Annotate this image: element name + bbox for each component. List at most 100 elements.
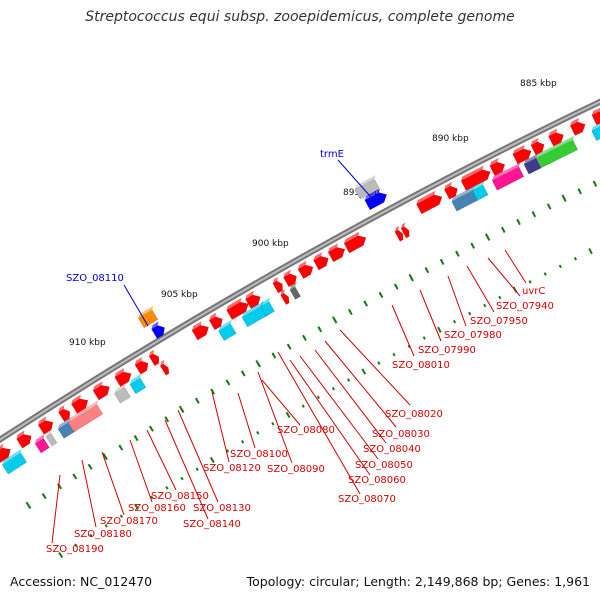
gene-arrow-top: [192, 321, 202, 331]
gene-feature: [148, 349, 160, 367]
tick-mark-inner: [593, 181, 598, 187]
genome-summary-text: Topology: circular; Length: 2,149,868 bp…: [246, 574, 590, 589]
gene-label-SZO_08050: SZO_08050: [355, 460, 413, 471]
gene-arrow: [512, 148, 532, 165]
leader-line: [487, 257, 521, 297]
tick-mark-inner: [501, 227, 506, 233]
leader-line: [324, 340, 397, 428]
gene-arrow-top: [0, 443, 4, 454]
leader-line: [277, 351, 361, 495]
gene-arrow-top: [570, 117, 580, 126]
leader-line: [466, 265, 495, 313]
gene-arrow-top: [38, 416, 47, 426]
gene-feature: [92, 381, 110, 401]
tick-mark: [58, 552, 64, 559]
gene-arrow-top: [151, 321, 159, 330]
tick-mark-inner: [210, 389, 216, 395]
leader-line: [177, 409, 219, 503]
tick-mark-inner: [333, 318, 338, 324]
leader-line: [81, 459, 97, 528]
tick-mark-inner: [149, 426, 154, 432]
tick-mark-inner: [195, 398, 200, 404]
gene-arrow-top: [93, 381, 103, 391]
gene-box-top: [451, 186, 475, 202]
gene-box-top: [114, 383, 126, 394]
tick-mark: [468, 311, 472, 316]
tick-mark-inner: [440, 259, 445, 266]
gene-arrow: [400, 226, 410, 239]
leader-line: [339, 329, 411, 406]
gene-arrow: [313, 256, 329, 271]
gene-box: [138, 309, 159, 329]
gene-arrow: [489, 161, 506, 177]
leader-line: [51, 474, 61, 544]
tick-mark: [558, 264, 562, 269]
gene-feature: [37, 416, 54, 435]
leader-line: [237, 392, 256, 449]
gene-feature: [129, 373, 147, 395]
gene-arrow-top: [298, 260, 307, 270]
tick-mark: [119, 514, 124, 519]
tick-mark: [483, 303, 487, 308]
gene-feature: [548, 128, 564, 147]
leader-line: [314, 349, 387, 444]
gene-arrow-top: [160, 359, 165, 366]
tick-mark: [347, 378, 351, 382]
tick-mark: [89, 533, 93, 538]
gene-feature: [591, 114, 600, 142]
gene-feature: [460, 165, 491, 191]
gene-arrow-top: [226, 298, 242, 311]
tick-mark-inner: [302, 335, 307, 342]
gene-label-SZO_08100: SZO_08100: [230, 449, 288, 460]
gene-box-top: [35, 434, 45, 444]
gene-box-top: [129, 373, 142, 385]
gene-label-SZO_07980: SZO_07980: [444, 330, 502, 341]
tick-dots: [25, 180, 598, 559]
gene-feature: [394, 225, 404, 242]
gene-feature: [289, 282, 301, 300]
gene-feature: [159, 359, 170, 376]
gene-box: [536, 139, 579, 168]
tick-mark: [104, 524, 108, 528]
gene-box-top: [260, 297, 271, 307]
gene-label-SZO_08140: SZO_08140: [183, 519, 241, 530]
gene-box-top: [492, 162, 521, 181]
tick-mark-inner: [394, 284, 399, 290]
gene-label-SZO_08040: SZO_08040: [363, 444, 421, 455]
gene-arrow-top: [245, 290, 254, 300]
map-title: Streptococcus equi subsp. zooepidemicus,…: [85, 9, 515, 25]
gene-arrow-top: [58, 404, 65, 413]
gene-feature: [67, 400, 104, 433]
gene-label-SZO_08110: SZO_08110: [66, 273, 124, 284]
gene-arrow-top: [364, 188, 381, 201]
gene-feature: [208, 312, 223, 331]
tick-mark: [301, 404, 305, 408]
blue-labels: trmE SZO_08110: [66, 149, 344, 284]
red-labels: uvrC SZO_07940 SZO_07950 SZO_07980 SZO_0…: [46, 286, 554, 555]
leader-line: [257, 371, 293, 464]
tick-mark: [528, 280, 532, 284]
tick-mark-inner: [348, 309, 353, 316]
gene-arrow-top: [591, 107, 600, 116]
label-leader-lines: [51, 159, 527, 544]
tick-mark-inner: [379, 292, 384, 299]
gene-feature: [400, 222, 410, 239]
gene-label-SZO_08170: SZO_08170: [100, 516, 158, 527]
leader-line: [419, 289, 442, 342]
tick-mark: [134, 503, 140, 510]
gene-arrow-top: [530, 137, 539, 146]
gene-arrow: [394, 229, 404, 242]
gene-feature: [491, 162, 525, 191]
tick-mark: [437, 326, 442, 333]
gene-arrow-top: [344, 231, 360, 244]
gene-feature: [530, 137, 545, 156]
tick-mark-inner: [577, 188, 582, 195]
tick-mark-inner: [256, 362, 261, 368]
gene-feature: [313, 252, 329, 271]
tick-mark: [225, 449, 230, 453]
gene-label-SZO_08160: SZO_08160: [128, 503, 186, 514]
gene-arrow-top: [280, 289, 285, 296]
tick-mark-inner: [180, 407, 185, 414]
gene-box-top: [241, 301, 264, 318]
